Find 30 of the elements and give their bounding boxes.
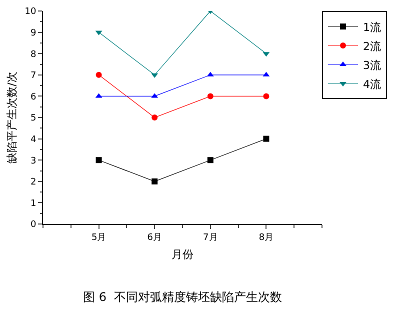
legend-label: 4流 <box>363 78 381 91</box>
y-tick-label: 3 <box>30 156 36 166</box>
x-tick-label: 6月 <box>147 232 162 243</box>
x-tick-label: 8月 <box>258 232 274 243</box>
point <box>96 72 102 78</box>
y-tick-label: 8 <box>30 50 36 60</box>
point <box>263 136 270 142</box>
point <box>207 157 214 164</box>
point <box>207 93 214 100</box>
y-tick-label: 9 <box>30 28 36 38</box>
legend-label: 3流 <box>363 58 381 72</box>
y-tick-label: 7 <box>30 71 36 82</box>
y-tick-label: 1 <box>30 198 36 209</box>
x-axis-title: 月份 <box>172 248 194 261</box>
y-axis-title: 缺陷平产生次数/次 <box>5 72 18 164</box>
x-tick-label: 7月 <box>203 232 218 243</box>
y-tick-label: 4 <box>30 134 36 145</box>
y-tick-label: 5 <box>30 114 36 124</box>
point <box>263 93 270 100</box>
point <box>152 178 158 184</box>
point <box>152 114 158 120</box>
y-tick-label: 2 <box>30 178 36 188</box>
text: 图 6 不同对弧精度铸坯缺陷产生次数 <box>83 290 282 304</box>
y-tick-label: 10 <box>24 7 36 18</box>
legend-label: 2流 <box>363 40 381 53</box>
legend-label: 1流 <box>363 20 381 34</box>
point <box>96 157 102 164</box>
y-tick-label: 6 <box>30 92 36 102</box>
x-tick-label: 5月 <box>91 232 106 243</box>
y-tick-label: 0 <box>30 220 36 230</box>
